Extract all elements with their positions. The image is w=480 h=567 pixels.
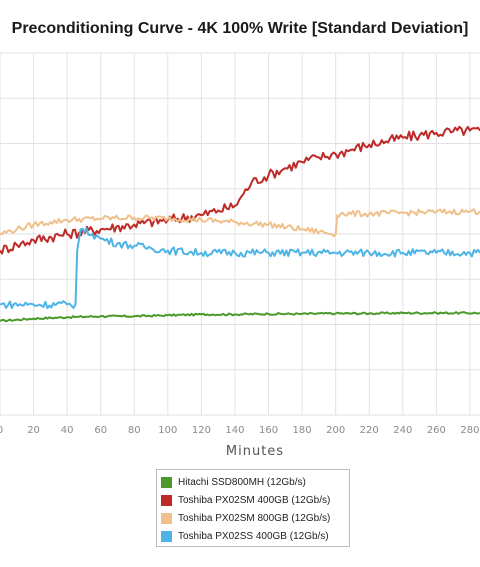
x-tick-label: 80 [128,425,141,436]
x-tick-label: 100 [158,425,177,436]
legend-label: Toshiba PX02SM 800GB (12Gb/s) [178,512,331,524]
x-tick-label: 220 [360,425,379,436]
x-tick-label: 200 [326,425,345,436]
x-tick-label: 40 [61,425,74,436]
x-tick-label: 240 [393,425,412,436]
series-line-1 [0,125,480,255]
x-tick-layer: 0 20 40 60 80 100 120 140 160 180 200 220 240 260 280 [0,425,479,436]
series-line-2 [0,208,480,238]
x-tick-label: 260 [427,425,446,436]
grid-layer [0,52,480,416]
series-line-0 [0,311,480,323]
legend-item-toshiba-px02sm-800gb[interactable]: Toshiba PX02SM 800GB (12Gb/s) [161,509,349,527]
x-tick-label: 20 [27,425,40,436]
chart-title: Preconditioning Curve - 4K 100% Write [S… [12,20,469,37]
legend-label: Toshiba PX02SM 400GB (12Gb/s) [178,494,331,506]
x-tick-label: 280 [460,425,479,436]
x-tick-label: 140 [225,425,244,436]
legend-label: Toshiba PX02SS 400GB (12Gb/s) [178,530,329,542]
legend-swatch [161,512,172,524]
x-tick-label: 160 [259,425,278,436]
legend-item-toshiba-px02ss-400gb[interactable]: Toshiba PX02SS 400GB (12Gb/s) [161,527,349,545]
series-line-3 [0,227,480,310]
x-tick-label: 0 [0,425,3,436]
legend-swatch [161,494,172,506]
legend-swatch [161,476,172,488]
x-tick-label: 180 [293,425,312,436]
legend-item-toshiba-px02sm-400gb[interactable]: Toshiba PX02SM 400GB (12Gb/s) [161,491,349,509]
legend: Hitachi SSD800MH (12Gb/s) Toshiba PX02SM… [156,469,350,547]
x-axis-label: Minutes [226,444,284,459]
x-tick-label: 60 [94,425,107,436]
x-tick-label: 120 [192,425,211,436]
legend-swatch [161,530,172,542]
legend-label: Hitachi SSD800MH (12Gb/s) [178,476,306,488]
legend-item-hitachi-ssd800mh[interactable]: Hitachi SSD800MH (12Gb/s) [161,473,349,491]
series-layer [0,125,480,323]
